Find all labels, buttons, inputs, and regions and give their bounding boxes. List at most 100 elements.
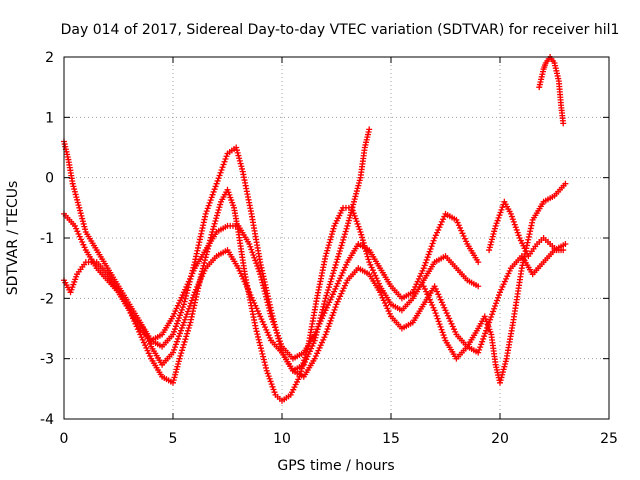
data-point — [326, 239, 333, 246]
data-point — [436, 224, 443, 231]
data-point — [328, 315, 335, 322]
y-tick-label: 2 — [45, 50, 54, 66]
series-satellite-track-E — [420, 180, 569, 386]
data-point — [268, 313, 275, 320]
data-point — [482, 330, 489, 337]
x-tick-label: 5 — [169, 431, 178, 447]
data-point — [486, 244, 493, 251]
data-point — [337, 275, 344, 282]
data-point — [178, 306, 185, 313]
data-point — [453, 216, 460, 223]
data-point — [223, 153, 230, 160]
data-point — [321, 300, 328, 307]
data-point — [420, 265, 427, 272]
data-point — [355, 223, 362, 230]
data-point — [505, 270, 512, 277]
data-point — [495, 214, 502, 221]
data-point — [217, 169, 224, 176]
data-point — [475, 349, 482, 356]
data-point — [431, 235, 438, 241]
data-point — [75, 230, 82, 237]
data-point — [176, 330, 183, 337]
data-point — [488, 239, 495, 246]
data-point — [335, 296, 342, 303]
data-point — [369, 267, 376, 274]
data-point — [74, 228, 81, 235]
data-point — [419, 267, 426, 274]
data-point — [424, 254, 431, 261]
y-tick-label: -2 — [40, 291, 54, 307]
data-point — [178, 324, 185, 331]
data-point — [171, 344, 178, 351]
data-point — [180, 319, 187, 326]
data-point — [350, 201, 357, 208]
data-point — [208, 194, 215, 201]
data-point — [172, 323, 179, 330]
data-point — [325, 286, 332, 293]
data-point — [175, 315, 182, 322]
data-point — [502, 358, 509, 365]
data-point — [180, 341, 187, 348]
data-point — [183, 290, 190, 297]
data-point — [348, 209, 355, 216]
data-point — [381, 300, 388, 307]
data-point — [247, 291, 254, 298]
data-point — [334, 256, 341, 263]
data-point — [455, 222, 462, 229]
data-point — [335, 253, 342, 260]
data-point — [264, 329, 271, 336]
data-point — [197, 275, 204, 282]
data-point — [74, 196, 81, 203]
data-point — [497, 379, 503, 386]
data-point — [322, 253, 329, 260]
data-point — [256, 268, 263, 275]
data-point — [315, 323, 322, 330]
data-point — [177, 309, 184, 316]
data-point — [263, 326, 270, 333]
data-point — [172, 308, 179, 315]
data-point — [246, 241, 253, 248]
data-point — [479, 338, 486, 345]
data-point — [306, 348, 313, 355]
data-point — [193, 286, 200, 293]
data-point — [173, 320, 180, 327]
data-point — [181, 316, 188, 323]
data-point — [327, 236, 334, 243]
data-point — [79, 215, 86, 222]
data-point — [81, 244, 88, 251]
data-point — [463, 238, 470, 245]
data-point — [235, 265, 242, 272]
data-point — [441, 304, 448, 311]
data-point — [333, 259, 340, 266]
data-point — [182, 286, 189, 293]
data-point — [504, 273, 511, 280]
data-point — [144, 335, 151, 342]
data-point — [494, 297, 501, 304]
data-point — [496, 292, 503, 299]
data-point — [252, 325, 259, 332]
data-point — [254, 331, 261, 338]
data-point — [499, 283, 506, 290]
data-point — [258, 348, 265, 355]
data-point — [265, 304, 272, 311]
data-point — [513, 226, 520, 233]
data-point — [235, 152, 242, 159]
data-point — [509, 216, 516, 223]
data-point — [383, 302, 390, 309]
data-point — [441, 334, 448, 341]
data-point — [170, 379, 176, 386]
data-point — [276, 335, 283, 342]
data-point — [260, 282, 267, 289]
data-point — [258, 316, 265, 323]
data-point — [434, 229, 441, 236]
data-point — [492, 222, 499, 229]
data-point — [321, 310, 328, 317]
data-point — [250, 252, 257, 259]
data-point — [265, 332, 272, 339]
data-point — [275, 332, 282, 339]
data-point — [318, 315, 325, 322]
data-point — [263, 293, 270, 300]
data-point — [140, 327, 147, 334]
data-point — [329, 312, 336, 319]
